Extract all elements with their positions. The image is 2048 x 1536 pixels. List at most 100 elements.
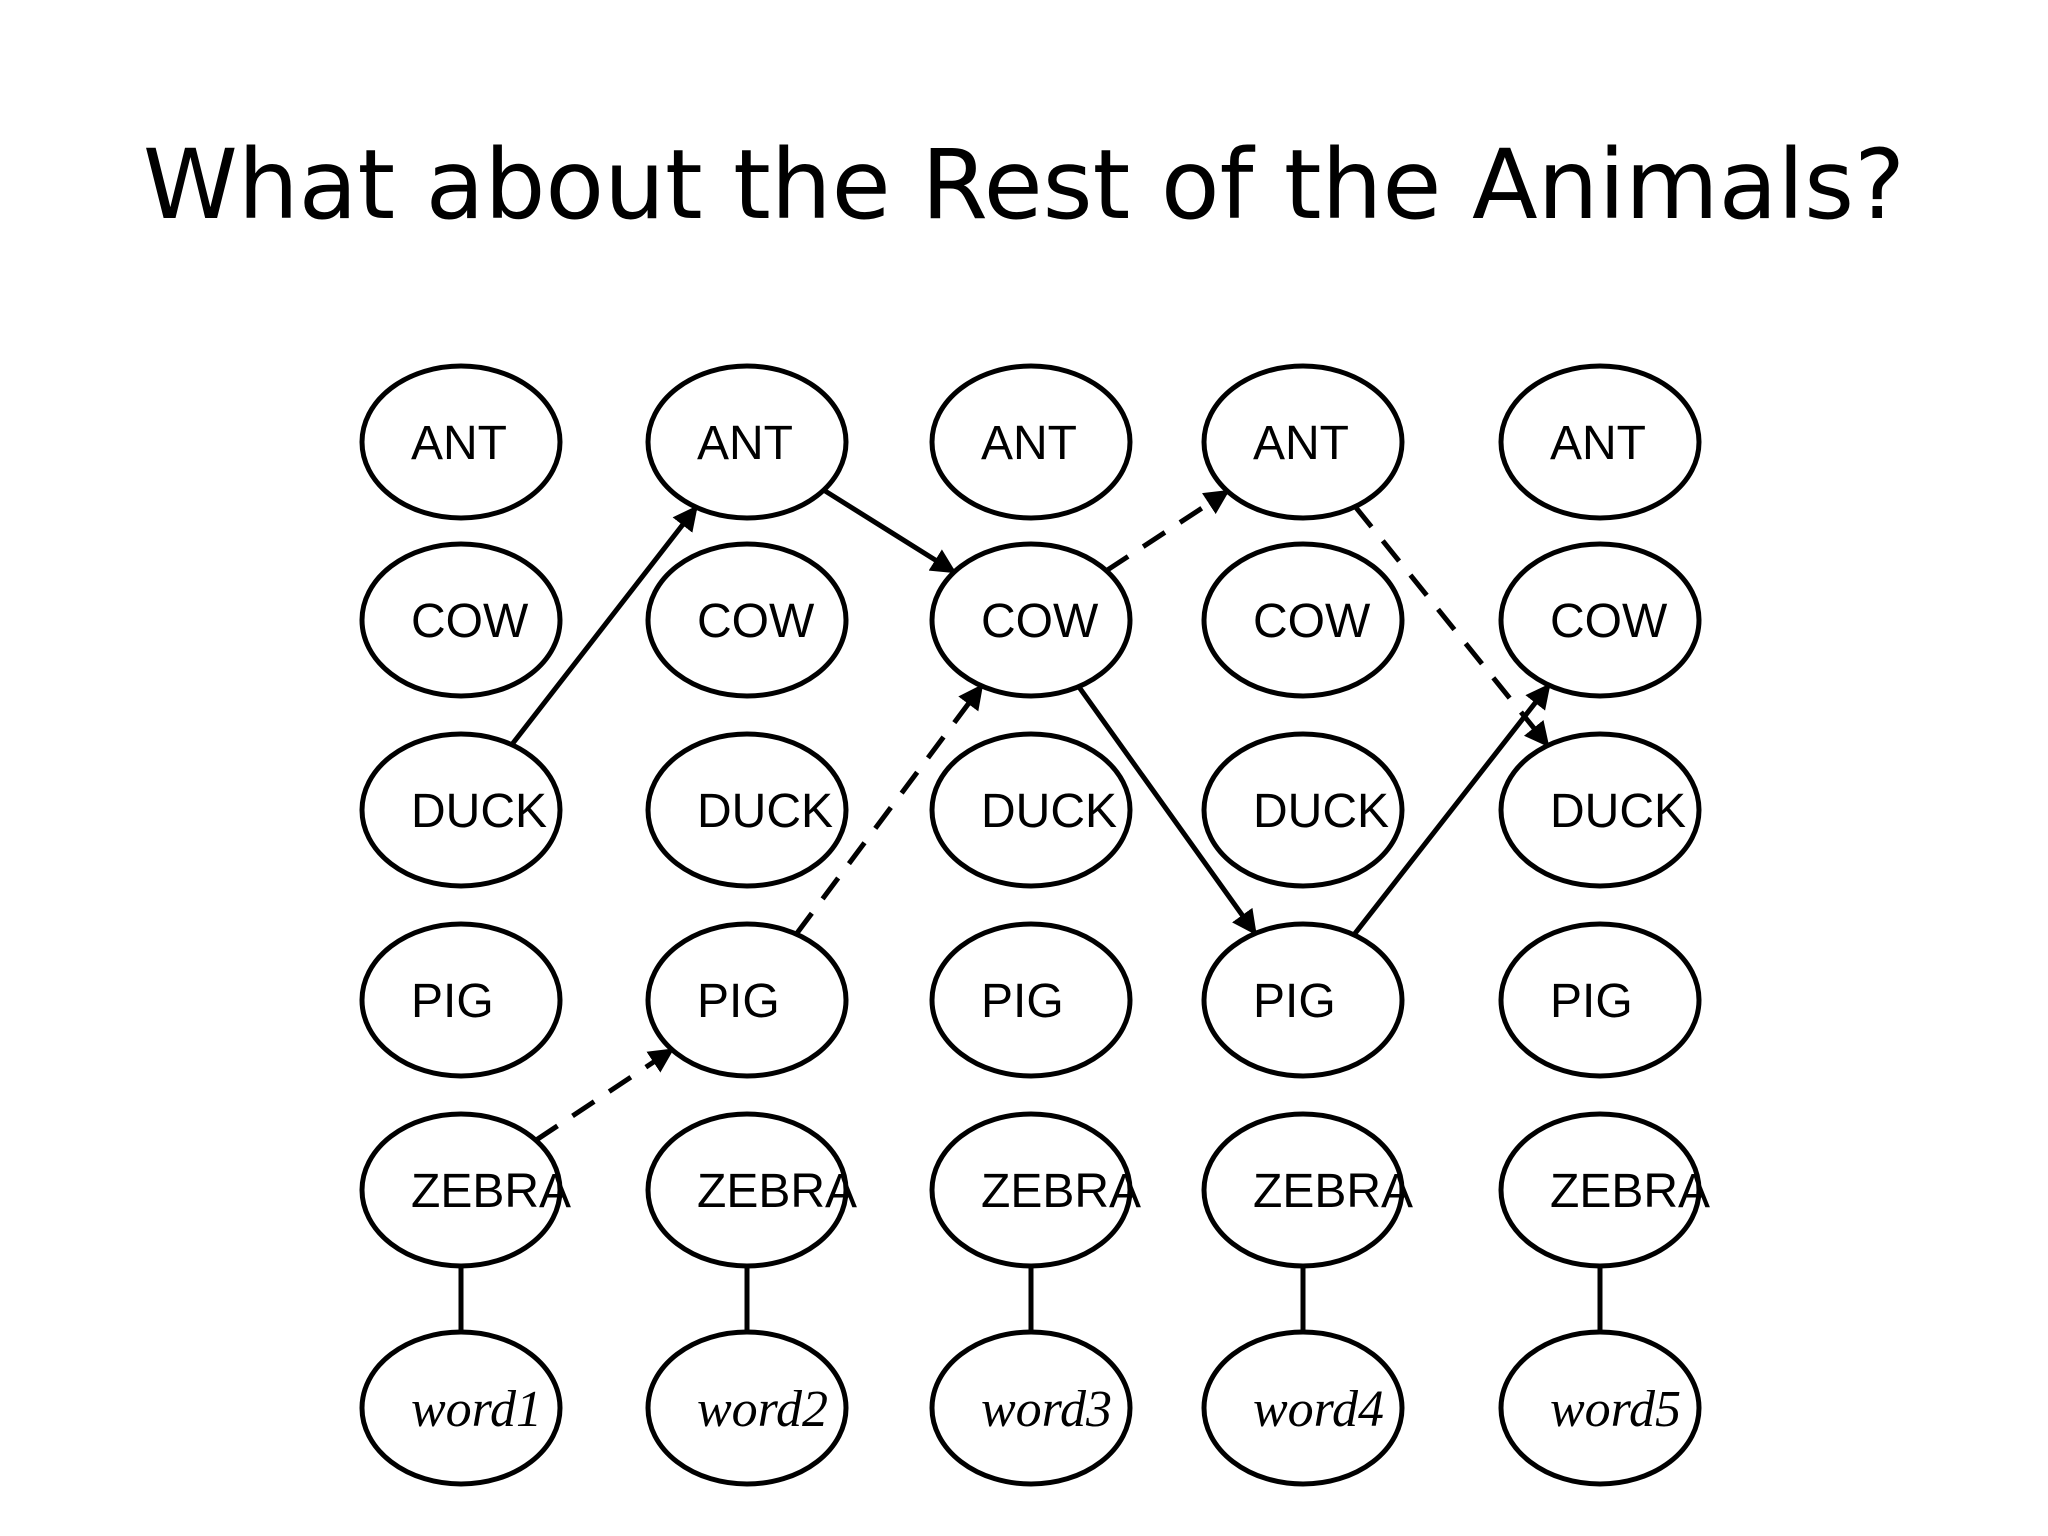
state-ellipse bbox=[1498, 731, 1702, 889]
state-label: ANT bbox=[1550, 417, 1646, 470]
state-ellipse bbox=[1498, 541, 1702, 699]
emission-links bbox=[458, 1266, 1603, 1332]
state-ellipse bbox=[645, 363, 849, 521]
observation-label: word4 bbox=[1253, 1381, 1384, 1438]
state-ellipse bbox=[929, 731, 1133, 889]
state-node-pig-t5: PIG bbox=[1498, 921, 1702, 1079]
state-ellipse bbox=[359, 1111, 563, 1269]
state-label: ANT bbox=[1253, 417, 1349, 470]
state-label: ZEBRA bbox=[1253, 1165, 1413, 1218]
state-label: DUCK bbox=[1550, 785, 1686, 838]
state-ellipse bbox=[1201, 1111, 1405, 1269]
state-ellipse bbox=[359, 921, 563, 1079]
state-ellipse bbox=[1498, 921, 1702, 1079]
trellis-nodes: ANT COW DUCK PIG ZEBRA word1 ANT COW DUCK PIG ZEBR… bbox=[359, 363, 1710, 1487]
state-node-ant-t3: ANT bbox=[929, 363, 1133, 521]
state-ellipse bbox=[929, 541, 1133, 699]
state-node-cow-t2: COW bbox=[645, 541, 849, 699]
state-node-ant-t4: ANT bbox=[1201, 363, 1405, 521]
state-ellipse bbox=[1201, 921, 1405, 1079]
observation-label: word2 bbox=[697, 1381, 828, 1438]
state-label: PIG bbox=[411, 975, 494, 1028]
state-node-zebra-t2: ZEBRA bbox=[645, 1111, 857, 1269]
transition-arrow-solid-pig-to-cow bbox=[1351, 683, 1552, 937]
state-label: ANT bbox=[981, 417, 1077, 470]
observation-ellipse bbox=[1201, 1329, 1405, 1487]
transition-arrow-dashed-cow-to-ant bbox=[1104, 489, 1230, 573]
transition-arrow-dashed-zebra-to-pig bbox=[534, 1047, 675, 1143]
state-node-cow-t4: COW bbox=[1201, 541, 1405, 699]
state-ellipse bbox=[645, 541, 849, 699]
state-node-zebra-t3: ZEBRA bbox=[929, 1111, 1141, 1269]
state-node-pig-t4: PIG bbox=[1201, 921, 1405, 1079]
state-label: PIG bbox=[1550, 975, 1633, 1028]
state-node-cow-t1: COW bbox=[359, 541, 563, 699]
state-label: COW bbox=[697, 595, 815, 648]
state-label: DUCK bbox=[411, 785, 547, 838]
transition-arrow-dashed-ant-to-duck bbox=[1353, 505, 1550, 748]
observation-ellipse bbox=[645, 1329, 849, 1487]
state-node-pig-t2: PIG bbox=[645, 921, 849, 1079]
state-label: COW bbox=[1550, 595, 1668, 648]
state-ellipse bbox=[1498, 1111, 1702, 1269]
state-label: ZEBRA bbox=[1550, 1165, 1710, 1218]
state-node-duck-t4: DUCK bbox=[1201, 731, 1405, 889]
observation-label: word1 bbox=[411, 1381, 542, 1438]
state-node-duck-t1: DUCK bbox=[359, 731, 563, 889]
state-node-duck-t3: DUCK bbox=[929, 731, 1133, 889]
state-node-pig-t1: PIG bbox=[359, 921, 563, 1079]
transition-edges bbox=[509, 487, 1552, 1143]
state-node-ant-t2: ANT bbox=[645, 363, 849, 521]
observation-ellipse bbox=[359, 1329, 563, 1487]
state-node-zebra-t1: ZEBRA bbox=[359, 1111, 571, 1269]
observation-ellipse bbox=[929, 1329, 1133, 1487]
transition-arrow-dashed-pig-to-cow bbox=[794, 683, 984, 936]
observation-node-word4: word4 bbox=[1201, 1329, 1405, 1487]
state-node-duck-t2: DUCK bbox=[645, 731, 849, 889]
state-label: ZEBRA bbox=[411, 1165, 571, 1218]
observation-label: word3 bbox=[981, 1381, 1112, 1438]
state-label: PIG bbox=[981, 975, 1064, 1028]
state-ellipse bbox=[1498, 363, 1702, 521]
state-ellipse bbox=[1201, 731, 1405, 889]
state-label: COW bbox=[981, 595, 1099, 648]
observation-node-word5: word5 bbox=[1498, 1329, 1702, 1487]
slide-title: What about the Rest of the Animals? bbox=[142, 129, 1906, 241]
state-node-zebra-t5: ZEBRA bbox=[1498, 1111, 1710, 1269]
state-node-ant-t5: ANT bbox=[1498, 363, 1702, 521]
state-label: DUCK bbox=[1253, 785, 1389, 838]
transition-arrow-solid-cow-to-pig bbox=[1076, 685, 1258, 936]
observation-label: word5 bbox=[1550, 1381, 1681, 1438]
state-node-ant-t1: ANT bbox=[359, 363, 563, 521]
state-ellipse bbox=[359, 731, 563, 889]
state-label: COW bbox=[411, 595, 529, 648]
state-label: ZEBRA bbox=[697, 1165, 857, 1218]
state-ellipse bbox=[929, 363, 1133, 521]
state-label: ANT bbox=[697, 417, 793, 470]
state-label: PIG bbox=[1253, 975, 1336, 1028]
transition-arrow-solid-duck-to-ant bbox=[509, 505, 699, 747]
state-label: DUCK bbox=[697, 785, 833, 838]
transition-arrow-solid-ant-to-cow bbox=[822, 487, 957, 575]
state-node-cow-t5: COW bbox=[1498, 541, 1702, 699]
state-ellipse bbox=[359, 363, 563, 521]
state-ellipse bbox=[359, 541, 563, 699]
state-ellipse bbox=[929, 921, 1133, 1079]
state-node-pig-t3: PIG bbox=[929, 921, 1133, 1079]
state-label: PIG bbox=[697, 975, 780, 1028]
observation-ellipse bbox=[1498, 1329, 1702, 1487]
state-ellipse bbox=[929, 1111, 1133, 1269]
state-ellipse bbox=[1201, 541, 1405, 699]
observation-node-word1: word1 bbox=[359, 1329, 563, 1487]
state-label: DUCK bbox=[981, 785, 1117, 838]
observation-node-word3: word3 bbox=[929, 1329, 1133, 1487]
state-ellipse bbox=[645, 731, 849, 889]
state-label: ANT bbox=[411, 417, 507, 470]
observation-node-word2: word2 bbox=[645, 1329, 849, 1487]
state-ellipse bbox=[645, 921, 849, 1079]
state-node-zebra-t4: ZEBRA bbox=[1201, 1111, 1413, 1269]
state-ellipse bbox=[645, 1111, 849, 1269]
state-ellipse bbox=[1201, 363, 1405, 521]
state-node-cow-t3: COW bbox=[929, 541, 1133, 699]
